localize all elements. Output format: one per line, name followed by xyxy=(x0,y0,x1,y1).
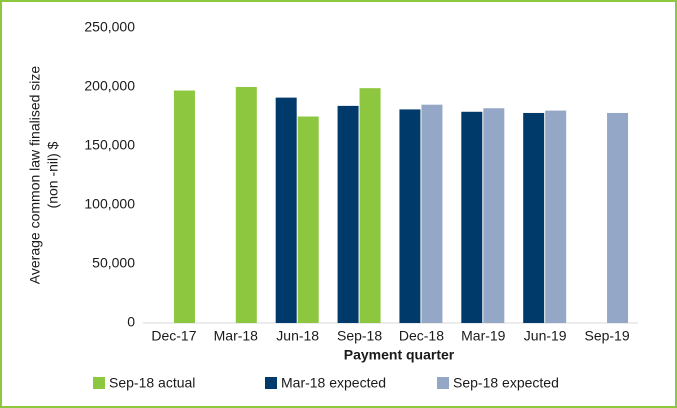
y-tick-label: 50,000 xyxy=(92,255,135,271)
y-axis-label: Average common law finalised size (non -… xyxy=(27,66,61,285)
y-tick-label: 100,000 xyxy=(84,196,135,212)
bar xyxy=(545,110,567,323)
bar xyxy=(359,88,381,324)
y-tick-label: 0 xyxy=(127,314,135,330)
bar xyxy=(399,109,421,323)
x-tick-label: Jun-19 xyxy=(524,328,567,344)
x-tick-label: Sep-19 xyxy=(584,328,629,344)
bar xyxy=(235,87,257,323)
legend-swatch xyxy=(437,377,449,389)
bar xyxy=(523,112,545,324)
bar xyxy=(421,104,443,323)
bar xyxy=(607,112,629,324)
bar xyxy=(461,111,483,323)
legend-swatch xyxy=(265,377,277,389)
legend-label: Sep-18 actual xyxy=(109,375,195,391)
bar xyxy=(297,116,319,323)
y-axis-label-line: (non -nil) $ xyxy=(45,141,61,208)
x-tick-label: Dec-17 xyxy=(151,328,196,344)
y-axis-label-line: Average common law finalised size xyxy=(27,66,43,285)
y-tick-label: 250,000 xyxy=(84,19,135,35)
x-tick-label: Sep-18 xyxy=(337,328,382,344)
legend-label: Mar-18 expected xyxy=(281,375,386,391)
x-tick-label: Mar-19 xyxy=(461,328,506,344)
bar xyxy=(483,108,505,324)
legend-label: Sep-18 expected xyxy=(453,375,559,391)
x-tick-label: Jun-18 xyxy=(276,328,319,344)
bar xyxy=(337,105,359,323)
bar xyxy=(275,97,297,324)
x-tick-label: Dec-18 xyxy=(399,328,444,344)
legend-swatch xyxy=(93,377,105,389)
x-axis-label: Payment quarter xyxy=(344,347,455,363)
y-tick-label: 200,000 xyxy=(84,78,135,94)
y-tick-label: 150,000 xyxy=(84,137,135,153)
x-tick-label: Mar-18 xyxy=(214,328,259,344)
bar xyxy=(173,90,195,323)
